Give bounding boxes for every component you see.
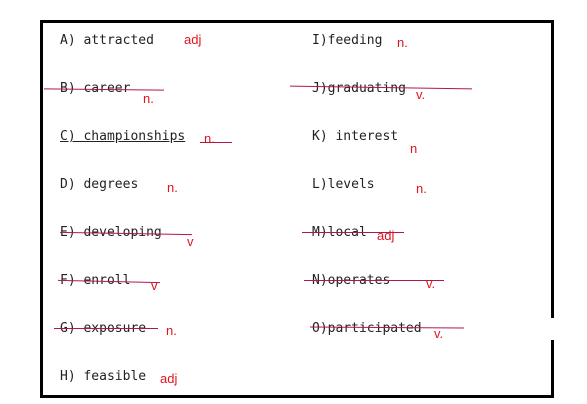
word-bank-frame — [40, 20, 554, 398]
strike-n — [304, 280, 444, 281]
tag-j: v. — [416, 87, 426, 102]
word-o: O)participated — [312, 321, 422, 336]
tag-g: n. — [166, 323, 177, 338]
word-a: A) attracted — [60, 33, 154, 48]
tag-n: v. — [426, 276, 436, 291]
tag-o: v. — [434, 326, 444, 341]
word-c: C) championships — [60, 129, 186, 144]
word-m: M)local — [312, 225, 367, 240]
tag-c: n. — [204, 131, 215, 146]
tag-m: adj — [377, 228, 395, 243]
tag-k: n — [410, 141, 418, 156]
tag-h: adj — [160, 371, 178, 386]
word-g: G) exposure — [60, 321, 147, 336]
tag-i: n. — [397, 35, 408, 50]
word-j: J)graduating — [312, 81, 406, 96]
tag-l: n. — [416, 181, 427, 196]
tag-f: v — [151, 278, 158, 293]
strike-m — [302, 232, 404, 233]
underline-c-ext — [200, 142, 232, 143]
tag-d: n. — [167, 180, 178, 195]
word-i: I)feeding — [312, 33, 383, 48]
frame-gap — [547, 318, 555, 340]
word-h: H) feasible — [60, 369, 147, 384]
strike-g — [54, 328, 158, 329]
tag-a: adj — [184, 32, 202, 47]
word-n: N)operates — [312, 273, 391, 288]
tag-b: n. — [143, 91, 154, 106]
word-l: L)levels — [312, 177, 375, 192]
word-k: K) interest — [312, 129, 399, 144]
word-d: D) degrees — [60, 177, 139, 192]
tag-e: v — [187, 234, 194, 249]
